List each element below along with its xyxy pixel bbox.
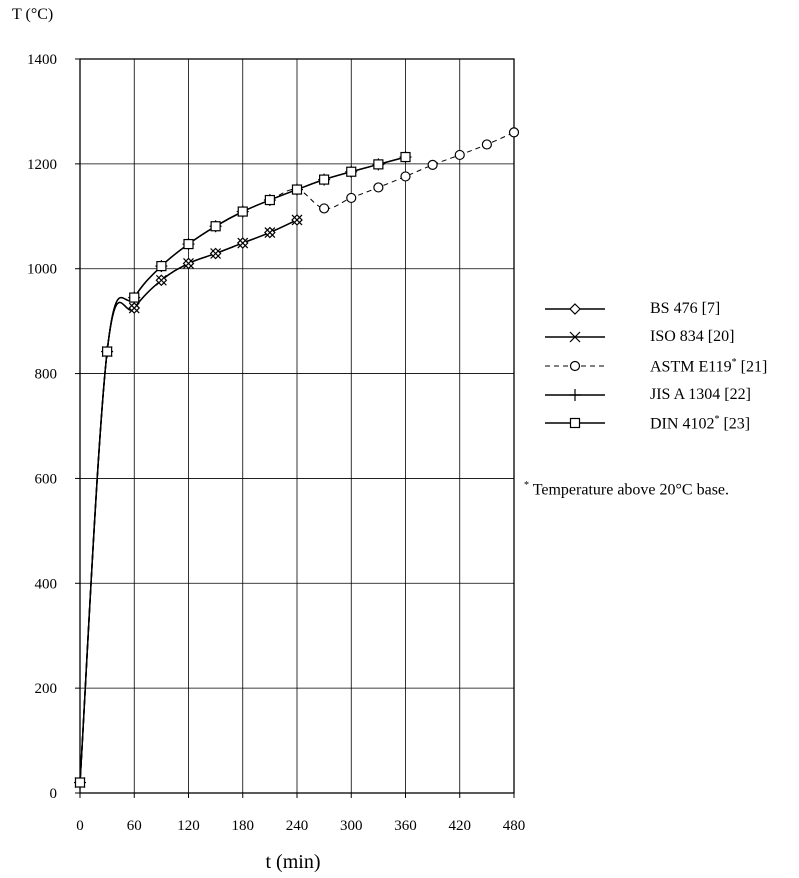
legend-item: ASTM E119* [21]: [545, 355, 795, 377]
data-point-x: [183, 258, 194, 269]
series-markers: [74, 127, 520, 789]
x-tick-label: 180: [232, 818, 255, 834]
x-tick-label: 420: [449, 818, 472, 834]
data-point-x: [291, 214, 303, 226]
axis-ticks: 0 60 120 180 240 300 360 420 480 0 200 400 600 800 100…: [27, 52, 525, 834]
legend-label: JIS A 1304 [22]: [650, 386, 751, 404]
legend-label-sup: *: [731, 357, 737, 368]
legend-marker-diamond: [569, 303, 581, 315]
legend-swatch: [545, 331, 605, 343]
legend-marker-plus: [569, 389, 581, 401]
data-point-x: [264, 227, 276, 238]
data-point-circle: [454, 149, 465, 161]
legend-item: BS 476 [7]: [545, 298, 795, 320]
y-tick-label: 1000: [27, 262, 57, 278]
data-point-circle: [373, 182, 384, 193]
y-tick-label: 0: [50, 786, 58, 802]
legend-label: DIN 4102* [23]: [650, 414, 750, 433]
footnote-text: Temperature above 20°C base.: [529, 481, 730, 499]
grid: [80, 59, 514, 793]
footnote: * Temperature above 20°C base.: [524, 480, 729, 499]
data-point-circle: [346, 192, 357, 204]
legend-label-name: ASTM E119: [650, 358, 732, 376]
data-point-circle: [481, 139, 492, 150]
legend-label: ISO 834 [20]: [650, 328, 734, 346]
x-tick-label: 300: [340, 818, 363, 834]
legend-label-suffix: [21]: [736, 358, 768, 376]
y-axis-label: T (°C): [12, 6, 53, 23]
data-point-x: [237, 237, 249, 249]
legend-label: BS 476 [7]: [650, 300, 720, 318]
data-point-square: [102, 346, 113, 357]
x-tick-label: 60: [127, 818, 142, 834]
data-point-square: [346, 166, 357, 177]
data-point-circle: [400, 171, 411, 182]
y-tick-label: 1200: [27, 157, 57, 173]
y-tick-label: 200: [35, 681, 58, 697]
y-tick-label: 1400: [27, 52, 57, 68]
legend-swatch: [545, 360, 605, 372]
data-point-x: [155, 274, 167, 286]
data-point-square: [264, 194, 275, 206]
legend-label-name: ISO 834 [20]: [650, 328, 735, 345]
data-point-square: [74, 777, 86, 788]
legend-swatch: [545, 389, 605, 401]
y-tick-label: 400: [35, 576, 58, 592]
data-point-square: [183, 238, 194, 250]
y-tick-label: 600: [35, 471, 58, 487]
x-tick-label: 0: [76, 818, 84, 834]
data-point-circle: [319, 203, 330, 214]
legend-label-name: JIS A 1304 [22]: [650, 386, 751, 403]
data-point-square: [156, 260, 167, 272]
legend-item: ISO 834 [20]: [545, 326, 795, 348]
x-tick-label: 120: [177, 818, 200, 834]
legend-marker-circle: [569, 360, 581, 372]
data-point-circle: [508, 127, 520, 138]
x-tick-label: 360: [394, 818, 417, 834]
legend-item: JIS A 1304 [22]: [545, 384, 795, 406]
data-point-square: [319, 174, 330, 185]
x-axis-label: t (min): [266, 851, 321, 873]
data-point-square: [129, 292, 140, 303]
legend-swatch: [545, 417, 605, 429]
legend-swatch: [545, 303, 605, 315]
data-point-x: [210, 248, 222, 259]
data-point-square: [373, 159, 384, 170]
legend-label-name: BS 476 [7]: [650, 300, 721, 317]
legend-marker-square: [569, 417, 581, 429]
data-point-square: [237, 206, 248, 217]
legend-label-suffix: [23]: [719, 415, 751, 433]
x-tick-label: 240: [286, 818, 309, 834]
legend-label-name: DIN 4102: [650, 415, 715, 433]
legend-label-sup: *: [714, 414, 720, 425]
legend-label: ASTM E119* [21]: [650, 357, 767, 376]
data-point-square: [291, 184, 303, 195]
data-point-circle: [427, 159, 438, 171]
footnote-mark: *: [524, 480, 529, 491]
data-point-square: [400, 151, 411, 163]
data-point-x: [128, 302, 140, 314]
data-point-square: [210, 221, 221, 232]
y-tick-label: 800: [35, 367, 58, 383]
x-tick-label: 480: [503, 818, 526, 834]
legend-item: DIN 4102* [23]: [545, 412, 795, 434]
legend-marker-x: [569, 331, 581, 343]
